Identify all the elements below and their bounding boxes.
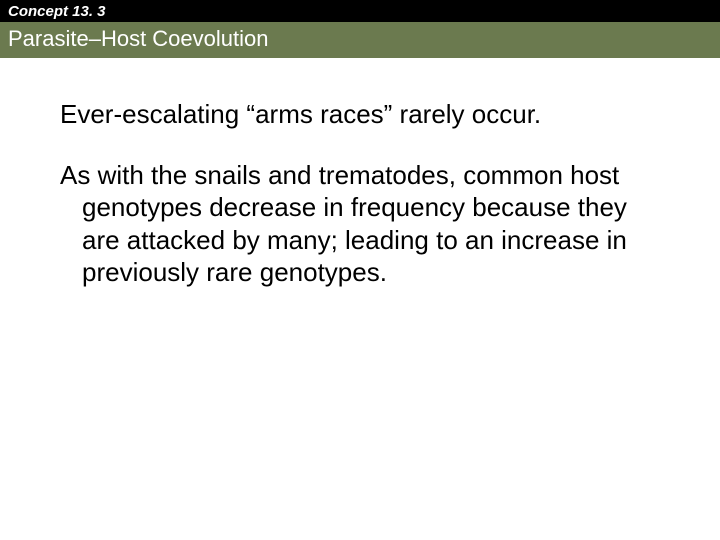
slide-body: Ever-escalating “arms races” rarely occu… <box>0 58 720 289</box>
paragraph-2: As with the snails and trematodes, commo… <box>60 159 660 289</box>
concept-label: Concept 13. 3 <box>0 0 720 22</box>
slide-header: Concept 13. 3 Parasite–Host Coevolution <box>0 0 720 58</box>
slide-title: Parasite–Host Coevolution <box>0 22 720 58</box>
paragraph-1: Ever-escalating “arms races” rarely occu… <box>60 98 660 131</box>
